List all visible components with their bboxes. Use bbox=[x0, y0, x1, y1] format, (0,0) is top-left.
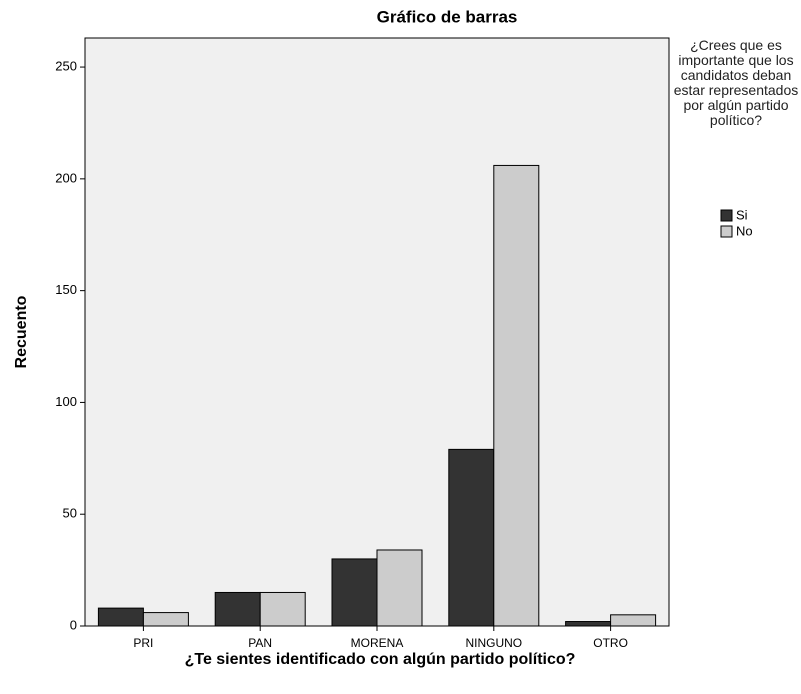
bar bbox=[448, 448, 495, 627]
bar bbox=[565, 621, 612, 627]
x-tick-label: MORENA bbox=[351, 636, 404, 650]
bar bbox=[259, 591, 306, 627]
x-tick-label: NINGUNO bbox=[465, 636, 522, 650]
bar bbox=[331, 558, 378, 627]
bar bbox=[376, 549, 423, 627]
plot-area bbox=[84, 37, 670, 627]
y-tick-label: 200 bbox=[55, 170, 77, 185]
legend-label: Si bbox=[736, 207, 748, 222]
y-tick-label: 100 bbox=[55, 394, 77, 409]
bar bbox=[610, 614, 657, 627]
y-axis-label: Recuento bbox=[13, 295, 30, 368]
x-tick-label: OTRO bbox=[593, 636, 628, 650]
bar bbox=[97, 607, 144, 627]
legend-title: ¿Crees que es importante que los candida… bbox=[673, 37, 799, 128]
bar bbox=[142, 612, 189, 627]
legend-label: No bbox=[736, 223, 753, 238]
y-tick-label: 250 bbox=[55, 59, 77, 74]
x-axis-label: ¿Te sientes identificado con algún parti… bbox=[185, 651, 576, 668]
x-tick-label: PRI bbox=[133, 636, 153, 650]
y-tick-label: 150 bbox=[55, 282, 77, 297]
legend-swatch bbox=[720, 209, 733, 222]
y-tick-label: 50 bbox=[63, 506, 77, 521]
x-tick-label: PAN bbox=[248, 636, 272, 650]
chart-title: Gráfico de barras bbox=[377, 7, 518, 26]
y-tick-label: 0 bbox=[70, 617, 77, 632]
bar bbox=[493, 164, 540, 627]
legend-swatch bbox=[720, 225, 733, 238]
bar bbox=[214, 591, 261, 627]
